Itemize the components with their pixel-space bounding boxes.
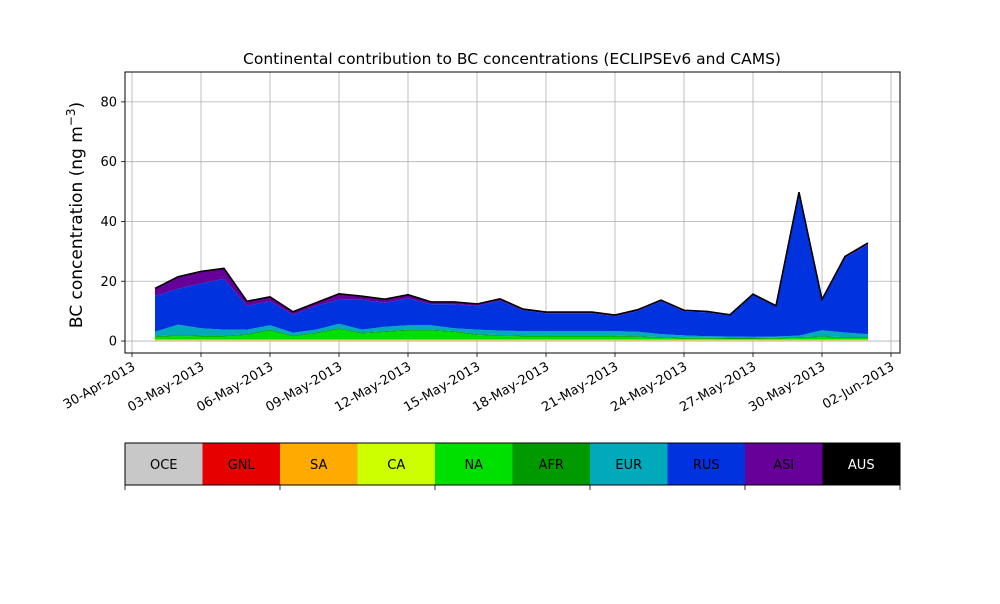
- x-tick-label: 18-May-2013: [470, 359, 552, 415]
- chart-title: Continental contribution to BC concentra…: [243, 50, 781, 68]
- y-tick-label: 40: [100, 215, 117, 230]
- y-tick-label: 0: [109, 335, 117, 350]
- y-axis-label-superscript: −3: [64, 108, 78, 126]
- y-tick-label: 20: [100, 275, 117, 290]
- x-tick-label: 24-May-2013: [608, 359, 690, 415]
- x-tick-label: 21-May-2013: [539, 359, 621, 415]
- total-outline: [155, 192, 868, 315]
- x-tick-label: 27-May-2013: [677, 359, 759, 415]
- legend-label-na: NA: [464, 458, 483, 473]
- legend-label-asi: ASI: [773, 458, 794, 473]
- area-oce: [155, 340, 868, 341]
- legend-label-afr: AFR: [539, 458, 564, 473]
- y-tick-label: 80: [100, 95, 117, 110]
- axis-layer: 30-Apr-201303-May-201306-May-201309-May-…: [61, 72, 900, 415]
- colorbar-legend: OCE GNL SA CA NA AFR EUR RUS ASI AUS: [125, 443, 900, 490]
- legend-label-gnl: GNL: [228, 458, 256, 473]
- x-tick-label: 02-Jun-2013: [820, 359, 897, 412]
- x-tick-label: 30-May-2013: [746, 359, 828, 415]
- x-tick-label: 06-May-2013: [194, 359, 276, 415]
- x-tick-label: 03-May-2013: [125, 359, 207, 415]
- x-tick-label: 12-May-2013: [332, 359, 414, 415]
- area-ca: [155, 340, 868, 341]
- legend-label-rus: RUS: [693, 458, 720, 473]
- legend-label-eur: EUR: [615, 458, 642, 473]
- y-axis-label: BC concentration (ng m−3): [64, 102, 87, 328]
- area-rus: [155, 195, 868, 337]
- y-tick-label: 60: [100, 155, 117, 170]
- x-tick-label: 09-May-2013: [263, 359, 345, 415]
- legend-label-sa: SA: [310, 458, 327, 473]
- legend-label-aus: AUS: [848, 458, 875, 473]
- x-tick-label: 15-May-2013: [401, 359, 483, 415]
- area-layer: [155, 192, 868, 341]
- legend-label-ca: CA: [387, 458, 405, 473]
- legend-label-oce: OCE: [150, 458, 178, 473]
- y-axis-label-main: BC concentration (ng m: [67, 126, 87, 328]
- area-aus: [155, 192, 868, 315]
- y-axis-label-close: ): [67, 102, 87, 109]
